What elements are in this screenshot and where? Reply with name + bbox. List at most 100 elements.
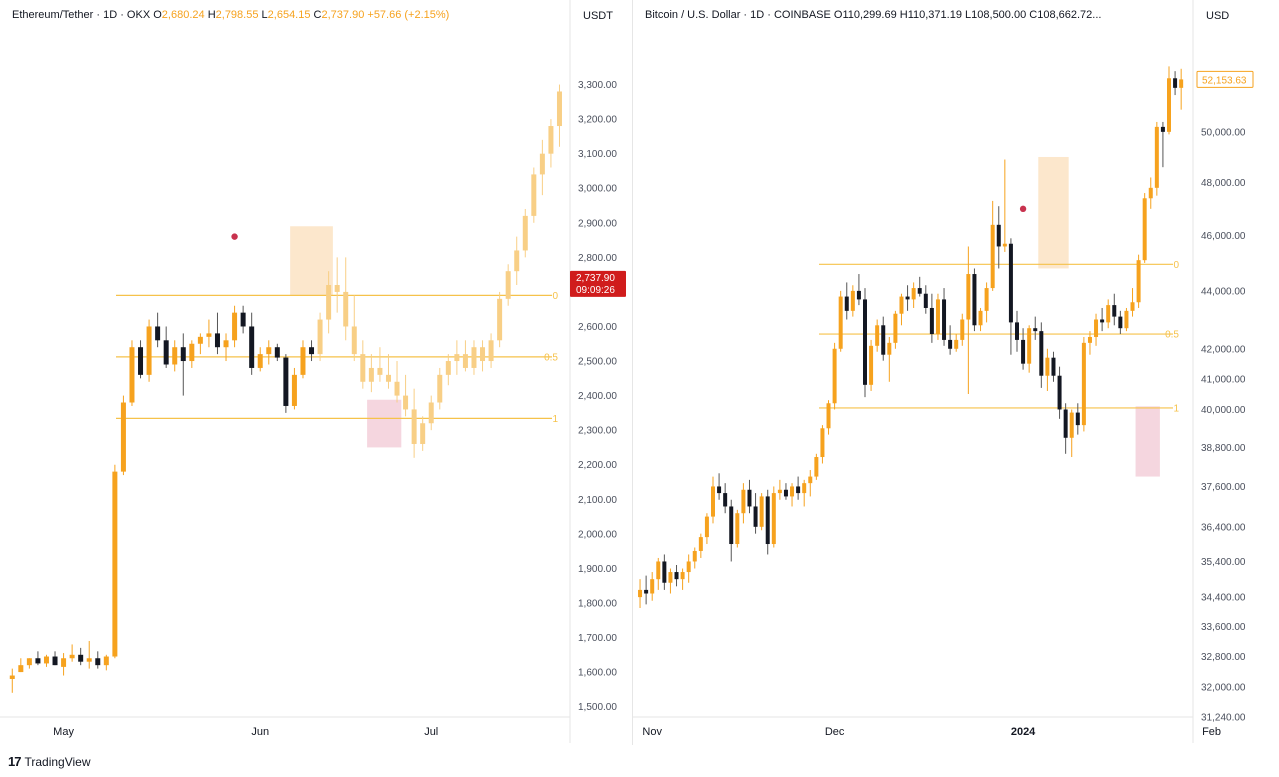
eth-y-tick-label: 1,900.00 <box>578 564 617 575</box>
eth-y-tick-label: 1,800.00 <box>578 598 617 609</box>
eth-candle-body <box>146 326 152 375</box>
eth-legend-low-label: L <box>261 9 268 21</box>
eth-candle-body <box>556 91 562 127</box>
eth-candle-body <box>300 347 306 375</box>
btc-candle-body <box>923 293 928 308</box>
eth-x-tick-label: Jul <box>424 726 438 738</box>
btc-signal-marker <box>1019 205 1027 213</box>
eth-legend-open-label: O <box>153 9 162 21</box>
eth-currency-label[interactable]: USDT <box>583 10 613 22</box>
eth-candle-body <box>78 654 84 662</box>
btc-candle-body <box>844 296 849 311</box>
eth-signal-marker <box>231 233 238 240</box>
btc-legend-low: 108,500.00 <box>971 9 1027 21</box>
eth-legend-high-label: H <box>207 9 216 21</box>
eth-legend-close: 2,737.90 <box>321 9 365 21</box>
btc-candle-body <box>1002 243 1007 247</box>
eth-y-tick-label: 2,000.00 <box>578 529 617 540</box>
btc-candle-body <box>1148 187 1153 199</box>
btc-candle-body <box>1081 342 1086 426</box>
eth-candle-body <box>189 343 195 362</box>
btc-y-tick-label: 40,000.00 <box>1201 405 1246 416</box>
btc-chart-canvas[interactable]: 0 0.5 1 50,000.00 48,000.00 46,000.00 44,000.0… <box>633 0 1279 745</box>
btc-candle-body <box>863 299 867 385</box>
eth-candle-body <box>334 285 340 292</box>
eth-candle-body <box>180 347 186 362</box>
btc-candle-body <box>1051 357 1056 376</box>
eth-y-tick-label: 2,200.00 <box>578 460 617 471</box>
btc-x-tick-label: Dec <box>825 726 845 738</box>
btc-y-tick-label: 34,400.00 <box>1201 593 1246 604</box>
eth-candle-body <box>488 340 494 362</box>
eth-candle-body <box>120 402 126 472</box>
btc-candle-body <box>972 274 977 326</box>
btc-fib-label: 0.5 <box>1165 330 1179 341</box>
eth-y-tick-label: 2,400.00 <box>578 391 617 402</box>
eth-candle-body <box>283 357 289 406</box>
btc-currency-label[interactable]: USD <box>1206 10 1230 22</box>
eth-candle-body <box>103 656 109 666</box>
btc-candle-body <box>735 513 740 545</box>
btc-candle-body <box>820 428 825 458</box>
btc-legend-close: 108,662.72... <box>1037 9 1102 21</box>
btc-x-tick-label: Nov <box>642 726 662 738</box>
eth-candle-body <box>480 347 486 362</box>
eth-candle-body <box>548 126 554 154</box>
btc-candle-body <box>826 403 831 429</box>
btc-candle-body <box>948 339 953 349</box>
eth-candle-body <box>112 471 118 657</box>
eth-candle-body <box>317 319 323 355</box>
btc-candle-body <box>1167 78 1171 132</box>
btc-candle-body <box>644 589 649 594</box>
eth-candle-body <box>428 402 434 424</box>
btc-candle-body <box>674 572 679 580</box>
btc-chart-panel[interactable]: 0 0.5 1 50,000.00 48,000.00 46,000.00 44,000.0… <box>632 0 1279 745</box>
eth-legend-change: +57.66 (+2.15%) <box>367 9 450 21</box>
eth-candle-body <box>368 367 374 382</box>
eth-chart-panel[interactable]: 0 0.5 1 3,300.00 3,200.00 3,100.00 3,000.00 2,9… <box>0 0 632 745</box>
eth-candle-body <box>377 367 383 375</box>
eth-y-tick-label: 2,600.00 <box>578 322 617 333</box>
btc-candle-body <box>662 561 667 583</box>
eth-price-label-value: 2,737.90 <box>576 273 615 284</box>
eth-candle-body <box>462 354 468 368</box>
btc-candle-body <box>875 325 880 346</box>
btc-candle-body <box>893 313 898 343</box>
eth-candle-body <box>411 409 417 444</box>
btc-candle-body <box>638 589 643 598</box>
eth-candle-body <box>172 347 178 365</box>
eth-candle-body <box>129 347 135 403</box>
eth-candle-body <box>385 374 391 382</box>
btc-candle-body <box>790 486 795 497</box>
btc-candle-body <box>1087 336 1092 343</box>
btc-candle-body <box>1033 328 1038 332</box>
eth-candle-body <box>86 658 92 662</box>
eth-chart-canvas[interactable]: 0 0.5 1 3,300.00 3,200.00 3,100.00 3,000.00 2,9… <box>0 0 632 745</box>
eth-candle-body <box>35 658 41 664</box>
eth-candle-body <box>52 656 58 666</box>
btc-candle-body <box>808 476 813 484</box>
eth-y-tick-label: 2,800.00 <box>578 253 617 264</box>
btc-y-tick-label: 48,000.00 <box>1201 178 1246 189</box>
btc-candle-body <box>814 457 819 477</box>
eth-legend-low: 2,654.15 <box>267 9 311 21</box>
btc-candle-body <box>917 288 922 294</box>
btc-y-tick-label: 37,600.00 <box>1201 482 1246 493</box>
btc-candle-body <box>729 506 734 545</box>
btc-candle-body <box>856 290 861 300</box>
btc-x-tick-label: 2024 <box>1011 726 1036 738</box>
btc-candle-body <box>1136 260 1141 303</box>
btc-candle-body <box>686 561 691 573</box>
eth-candle-body <box>471 347 477 368</box>
footer-brand[interactable]: 17 TradingView <box>8 754 91 769</box>
eth-highlight-bottom <box>367 399 402 448</box>
eth-y-tick-label: 2,300.00 <box>578 426 617 437</box>
btc-candle-body <box>1124 310 1129 329</box>
eth-y-tick-label: 2,900.00 <box>578 218 617 229</box>
btc-y-tick-label: 32,000.00 <box>1201 683 1246 694</box>
eth-candle-body <box>266 347 272 355</box>
btc-legend-high-label: H <box>899 9 908 21</box>
eth-candle-body <box>326 285 332 320</box>
btc-highlight-top <box>1038 156 1069 269</box>
eth-fib-label: 0.5 <box>544 352 558 363</box>
